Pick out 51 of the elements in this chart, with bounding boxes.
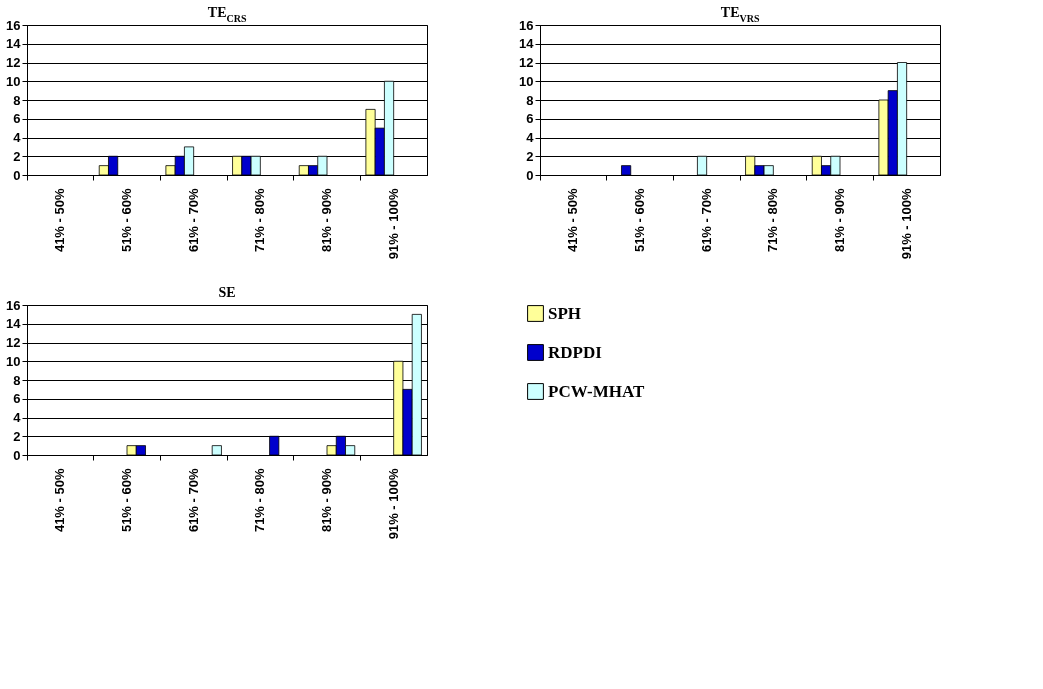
bar [621,165,632,176]
y-tick-label: 4 [526,130,535,145]
y-tick-label: 14 [519,36,535,52]
y-tick-label: 6 [13,391,21,407]
bar [211,445,222,456]
y-tick-label: 0 [13,447,21,463]
x-tick-label: 81% - 90% [319,188,334,253]
y-tick-label: 12 [6,55,21,70]
y-tick-label: 2 [526,148,534,164]
y-tick-label: 4 [13,130,22,145]
y-tick-label: 0 [526,167,534,183]
x-tick-label: 61% - 70% [185,188,201,253]
x-tick-label: 41% - 50% [52,188,68,253]
y-tick-label: 10 [6,353,21,369]
y-tick-label: 4 [13,410,22,425]
y-tick-label: 14 [6,316,22,332]
y-tick-label: 2 [13,428,21,444]
x-tick-label: 91% - 100% [385,188,401,260]
y-tick-label: 0 [13,167,21,183]
y-tick-label: 14 [6,36,22,52]
x-tick-label: 71% - 80% [252,188,268,253]
y-tick-label: 12 [519,55,534,70]
y-tick-label: 16 [6,17,21,33]
y-tick-label: 2 [13,148,21,164]
x-tick-label: 91% - 100% [898,188,914,260]
legend-label: SPH [548,303,582,323]
y-tick-label: 8 [526,92,534,108]
x-tick-label: 61% - 70% [698,188,714,253]
y-tick-label: 6 [13,111,21,127]
y-tick-label: 16 [6,297,21,313]
x-tick-label: 41% - 50% [565,188,581,253]
y-tick-label: 8 [13,372,21,388]
y-tick-label: 8 [13,92,21,108]
x-tick-label: 81% - 90% [319,468,334,533]
legend-label: PCW-MHAT [548,381,645,401]
x-tick-label: 81% - 90% [832,188,847,253]
chart-title: SE [218,285,236,300]
y-tick-label: 10 [6,73,21,89]
y-tick-label: 6 [526,111,534,127]
x-tick-label: 71% - 80% [252,468,268,533]
y-tick-label: 12 [6,335,21,350]
x-tick-label: 51% - 60% [119,468,134,533]
x-tick-label: 51% - 60% [119,188,134,253]
x-tick-label: 61% - 70% [185,468,201,533]
x-tick-label: 71% - 80% [765,188,781,253]
x-tick-label: 51% - 60% [632,188,647,253]
x-tick-label: 41% - 50% [52,468,68,533]
y-tick-label: 10 [519,73,534,89]
y-tick-label: 16 [519,17,534,33]
x-tick-label: 91% - 100% [385,468,401,540]
legend-label: RDPDI [548,342,603,362]
